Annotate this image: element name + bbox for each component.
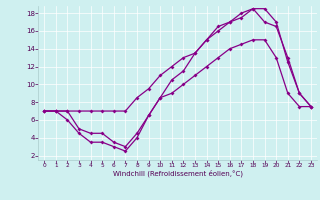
X-axis label: Windchill (Refroidissement éolien,°C): Windchill (Refroidissement éolien,°C)	[113, 170, 243, 177]
